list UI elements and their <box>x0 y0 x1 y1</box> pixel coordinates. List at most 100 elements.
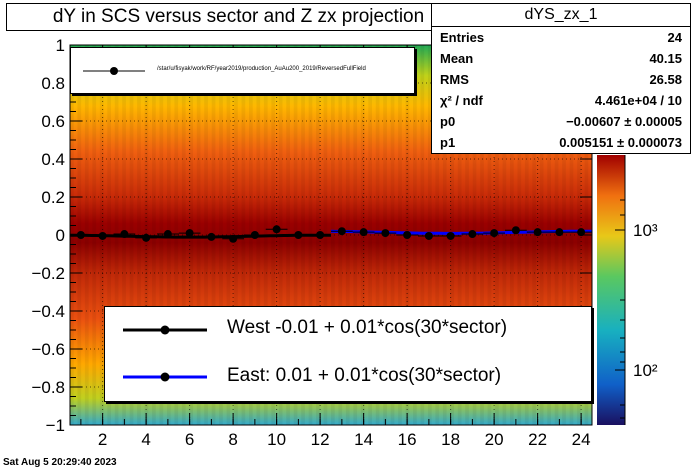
x-tick-label: 10 <box>267 430 286 449</box>
stats-box: dYS_zx_1 Entries 24 Mean 40.15 RMS 26.58… <box>431 3 691 154</box>
stats-value: 0.005151 ± 0.000073 <box>559 135 682 150</box>
chart-title: dY in SCS versus sector and Z zx project… <box>6 3 471 31</box>
texture-band <box>234 45 238 425</box>
x-tick-label: 2 <box>98 430 107 449</box>
texture-band <box>442 45 447 425</box>
texture-band <box>345 45 350 425</box>
texture-band <box>174 45 179 425</box>
y-tick-label: −0.2 <box>31 264 65 283</box>
data-point-east <box>424 231 433 240</box>
stats-label: χ² / ndf <box>440 93 483 108</box>
stats-row-p1: p1 0.005151 ± 0.000073 <box>432 132 690 153</box>
legend-top-text: /star/u/fisyak/work/RF/year2019/producti… <box>157 66 366 72</box>
stats-row-mean: Mean 40.15 <box>432 48 690 69</box>
data-point-west <box>142 233 151 242</box>
stats-label: p0 <box>440 114 456 129</box>
x-tick-label: 18 <box>441 430 460 449</box>
x-tick-label: 20 <box>485 430 504 449</box>
x-tick-label: 22 <box>528 430 547 449</box>
data-point-east <box>337 227 346 236</box>
x-tick-label: 6 <box>185 430 194 449</box>
data-point-east <box>446 231 455 240</box>
data-point-west <box>250 231 259 239</box>
data-point-west <box>207 232 216 241</box>
data-point-east <box>555 228 564 237</box>
y-tick-label: −1 <box>46 416 65 435</box>
z-tick-label: 10³ <box>633 221 658 240</box>
y-tick-label: −0.6 <box>31 340 65 359</box>
stats-label: p1 <box>440 135 456 150</box>
data-point-east <box>533 228 542 237</box>
timestamp: Sat Aug 5 20:29:40 2023 <box>3 457 117 468</box>
data-point-east <box>403 231 412 239</box>
texture-band <box>435 45 440 425</box>
stats-box-name: dYS_zx_1 <box>432 4 690 27</box>
y-tick-label: 1 <box>56 36 65 55</box>
legend-marker-icon <box>83 67 145 75</box>
color-scale-bar <box>597 155 625 425</box>
texture-band <box>465 45 469 425</box>
legend-west-label: West -0.01 + 0.01*cos(30*sector) <box>227 317 508 338</box>
texture-band <box>390 45 395 425</box>
texture-band <box>338 45 343 425</box>
x-tick-label: 8 <box>228 430 237 449</box>
texture-band <box>562 45 566 425</box>
stats-label: Entries <box>440 30 485 45</box>
y-tick-label: 0.6 <box>41 112 65 131</box>
y-tick-label: 0.4 <box>41 150 65 169</box>
y-tick-label: −0.4 <box>31 302 65 321</box>
y-tick-label: 0 <box>56 226 65 245</box>
texture-band <box>181 45 186 425</box>
data-point-west <box>120 230 129 239</box>
stats-value: 26.58 <box>649 72 682 87</box>
stats-row-chi2: χ² / ndf 4.461e+04 / 10 <box>432 90 690 111</box>
texture-band <box>331 45 335 425</box>
texture-band <box>502 45 507 425</box>
stats-value: −0.00607 ± 0.00005 <box>566 114 682 129</box>
legend-east-label: East: 0.01 + 0.01*cos(30*sector) <box>227 365 502 386</box>
y-tick-label: 0.8 <box>41 74 65 93</box>
data-point-east <box>359 228 368 237</box>
texture-band <box>487 45 492 425</box>
texture-band <box>569 45 574 425</box>
texture-band <box>159 45 164 425</box>
stats-row-rms: RMS 26.58 <box>432 69 690 90</box>
data-point-west <box>98 231 107 240</box>
x-tick-label: 4 <box>141 430 150 449</box>
stats-value: 40.15 <box>649 51 682 66</box>
texture-band <box>509 45 514 425</box>
texture-band <box>375 45 380 425</box>
texture-band <box>539 45 544 425</box>
texture-band <box>219 45 223 425</box>
texture-band <box>547 45 551 425</box>
legend-fit-markers <box>123 325 207 382</box>
data-point-west <box>185 229 194 238</box>
z-tick-label: 10² <box>633 361 658 380</box>
x-tick-label: 14 <box>354 430 373 449</box>
y-tick-label: 0.2 <box>41 188 65 207</box>
x-tick-label: 12 <box>311 430 330 449</box>
data-point-east <box>490 229 499 238</box>
texture-band <box>226 45 231 425</box>
texture-band <box>353 45 358 425</box>
data-point-east <box>381 229 390 238</box>
legend-top: /star/u/fisyak/work/RF/year2019/producti… <box>70 47 415 94</box>
data-point-east <box>577 228 586 237</box>
data-point-west <box>316 231 325 239</box>
stats-value: 24 <box>667 30 682 45</box>
legend-fit: West -0.01 + 0.01*cos(30*sector) East: 0… <box>104 306 592 402</box>
texture-band <box>457 45 462 425</box>
stats-value: 4.461e+04 / 10 <box>594 93 682 108</box>
stats-label: RMS <box>440 72 469 87</box>
x-tick-label: 24 <box>572 430 591 449</box>
stats-row-entries: Entries 24 <box>432 27 690 48</box>
data-point-west <box>163 230 172 239</box>
stats-label: Mean <box>440 51 474 66</box>
y-tick-label: −0.8 <box>31 378 65 397</box>
stats-row-p0: p0 −0.00607 ± 0.00005 <box>432 111 690 132</box>
data-point-west <box>294 231 303 239</box>
data-point-west <box>229 234 238 243</box>
texture-band <box>517 45 522 425</box>
texture-band <box>152 45 156 425</box>
data-point-east <box>511 226 520 235</box>
